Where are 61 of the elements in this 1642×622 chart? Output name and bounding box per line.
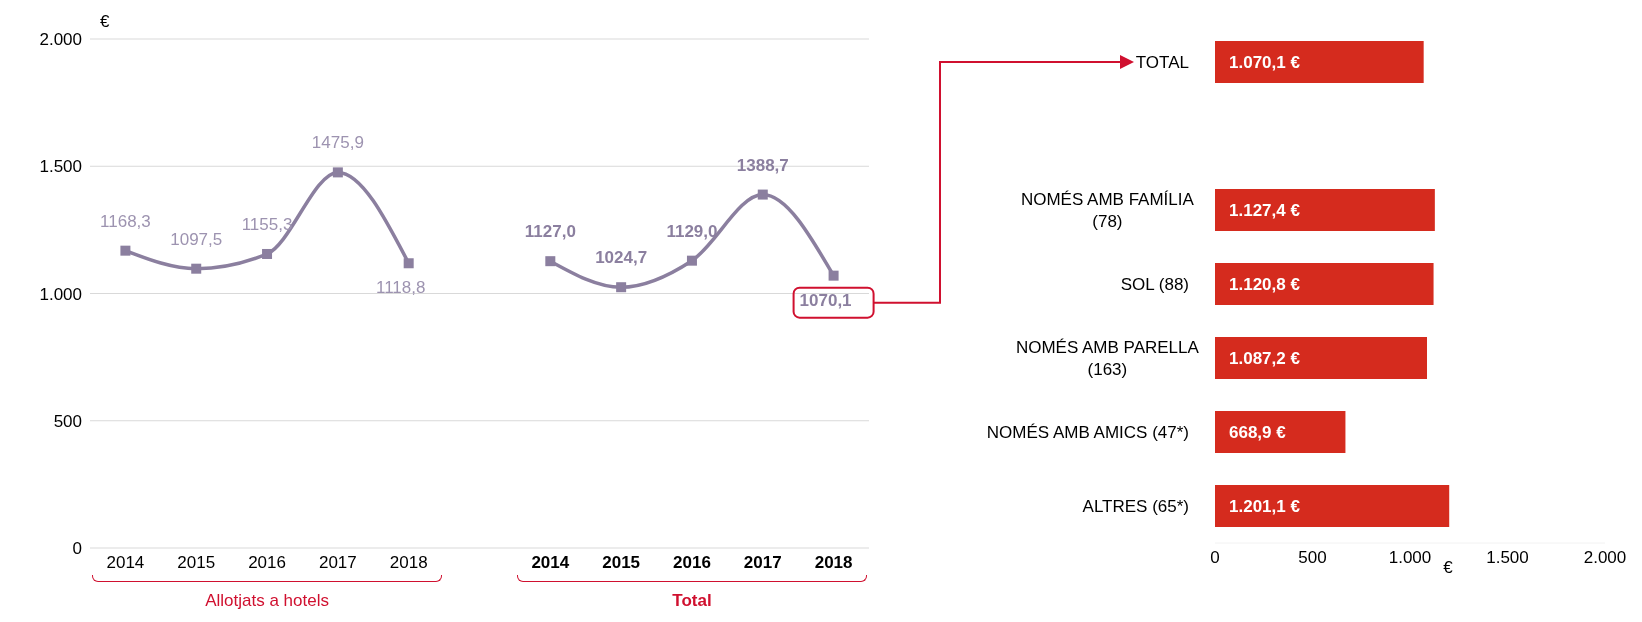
- point: [686, 255, 697, 266]
- data-label: 1070,1: [799, 290, 852, 310]
- data-label: 1024,7: [595, 248, 648, 268]
- data-label: 1.070,1 €: [1229, 53, 1301, 72]
- y-tick-label: TOTAL: [1135, 53, 1189, 72]
- x-tick-label: 2.000: [1583, 548, 1627, 568]
- point: [403, 258, 414, 269]
- x-tick-label: 2017: [743, 553, 782, 572]
- data-label: 1168,3: [100, 211, 151, 231]
- x-tick-label: 2018: [814, 553, 853, 572]
- data-label: 1475,9: [311, 133, 364, 153]
- x-tick-label: 1.000: [1388, 548, 1432, 568]
- data-label: 1129,0: [666, 221, 718, 241]
- point: [120, 245, 131, 256]
- y-tick-label: NOMÉS AMB AMICS (47*): [986, 423, 1189, 442]
- x-tick-label: 2016: [673, 553, 711, 572]
- bar: [1215, 41, 1424, 83]
- data-label: 1.120,8 €: [1229, 275, 1301, 294]
- point: [828, 270, 839, 281]
- data-label: 1118,8: [375, 278, 426, 298]
- y-tick-label: SOL (88): [1120, 275, 1189, 294]
- y-tick-label: ALTRES (65*): [1082, 497, 1189, 516]
- x-tick-label: 2015: [177, 553, 216, 572]
- x-tick-label: 2015: [602, 553, 641, 572]
- point: [332, 167, 343, 178]
- data-label: 1.127,4 €: [1229, 201, 1301, 220]
- data-label: 1097,5: [170, 229, 223, 249]
- text: Total: [672, 591, 712, 610]
- point: [191, 263, 202, 274]
- x-tick-label: 2014: [531, 553, 570, 572]
- y-tick-label: NOMÉS AMB PARELLA (163): [1015, 338, 1200, 379]
- point: [757, 189, 768, 200]
- bar: [1215, 337, 1427, 379]
- x-tick-label: 2017: [318, 553, 357, 572]
- text: Allotjats a hotels: [205, 591, 329, 610]
- data-label: 1127,0: [524, 222, 576, 242]
- x-axis-title: €: [1443, 558, 1454, 577]
- y-tick-label: 1.000: [39, 284, 82, 304]
- bar: [1215, 411, 1346, 453]
- data-label: 1.087,2 €: [1229, 349, 1301, 368]
- bar: [1215, 263, 1434, 305]
- y-tick-label: 2.000: [39, 30, 82, 50]
- data-label: 668,9 €: [1229, 423, 1287, 442]
- y-tick-label: 1.500: [39, 157, 82, 177]
- point: [262, 248, 273, 259]
- x-tick-label: 2014: [106, 553, 145, 572]
- data-label: 1155,3: [241, 214, 293, 234]
- x-tick-label: 2018: [389, 553, 428, 572]
- data-label: 1388,7: [736, 155, 789, 175]
- y-tick-label: 500: [53, 411, 82, 431]
- x-tick-label: 1.500: [1486, 548, 1529, 568]
- bar: [1215, 189, 1435, 231]
- y-axis-title: €: [100, 12, 110, 31]
- x-tick-label: 2016: [248, 553, 286, 572]
- y-tick-label: NOMÉS AMB FAMÍLIA (78): [1020, 190, 1195, 231]
- x-tick-label: 500: [1298, 548, 1327, 568]
- point: [616, 282, 627, 293]
- x-tick-label: 0: [1210, 548, 1220, 568]
- point: [545, 256, 556, 267]
- bar: [1215, 485, 1450, 527]
- data-label: 1.201,1 €: [1229, 497, 1301, 516]
